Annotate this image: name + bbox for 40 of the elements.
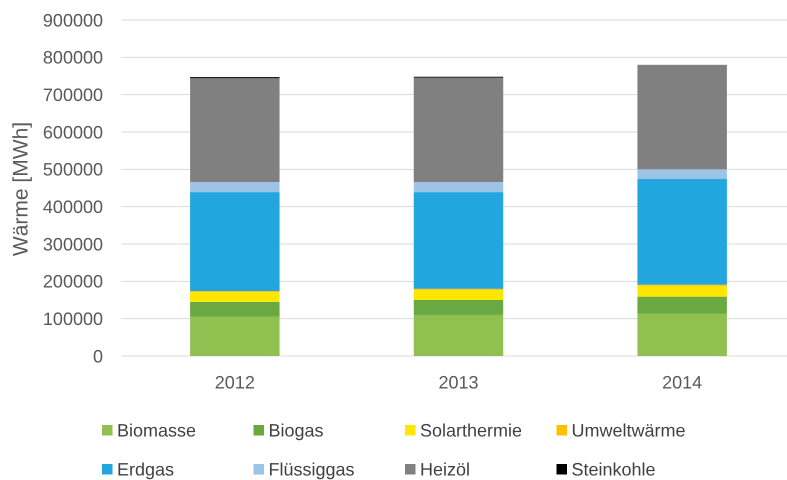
y-tick-label: 400000 <box>42 196 103 217</box>
y-tick-label: 600000 <box>42 122 103 142</box>
y-tick-label: 0 <box>92 346 103 366</box>
bar <box>637 179 727 285</box>
bar <box>637 286 727 297</box>
bar <box>190 302 280 317</box>
y-tick-label: 300000 <box>42 234 103 254</box>
bar <box>414 182 504 192</box>
bar <box>414 290 504 300</box>
bar <box>190 182 280 192</box>
bar <box>637 64 727 170</box>
x-tick-label: 2013 <box>438 372 479 392</box>
legend-label: Umweltwärme <box>572 420 686 440</box>
bar <box>637 296 727 314</box>
legend-label: Erdgas <box>117 459 174 480</box>
bar <box>190 292 280 302</box>
y-tick-label: 900000 <box>42 10 103 30</box>
bar <box>414 300 504 315</box>
legend-label: Steinkohle <box>572 459 656 480</box>
x-tick-label: 2014 <box>662 372 702 392</box>
bar <box>190 192 280 292</box>
legend-label: Heizöl <box>420 459 470 480</box>
bar <box>190 78 280 182</box>
bar <box>414 77 504 182</box>
y-tick-label: 700000 <box>42 84 103 105</box>
y-tick-label: 200000 <box>42 272 103 292</box>
y-tick-label: 800000 <box>42 48 103 68</box>
legend-label: Biomasse <box>117 420 196 440</box>
bar <box>637 169 727 180</box>
legend-label: Flüssiggas <box>268 459 355 480</box>
bar <box>190 316 280 356</box>
y-tick-label: 100000 <box>42 308 103 329</box>
y-tick-label: 500000 <box>42 160 103 180</box>
bar <box>637 314 727 356</box>
legend-label: Solarthermie <box>420 420 522 440</box>
legend-label: Biogas <box>268 420 324 440</box>
bar <box>414 314 504 356</box>
y-axis-title: Wärme [MWh] <box>9 122 32 256</box>
bar <box>414 192 504 289</box>
x-tick-label: 2012 <box>214 372 255 392</box>
